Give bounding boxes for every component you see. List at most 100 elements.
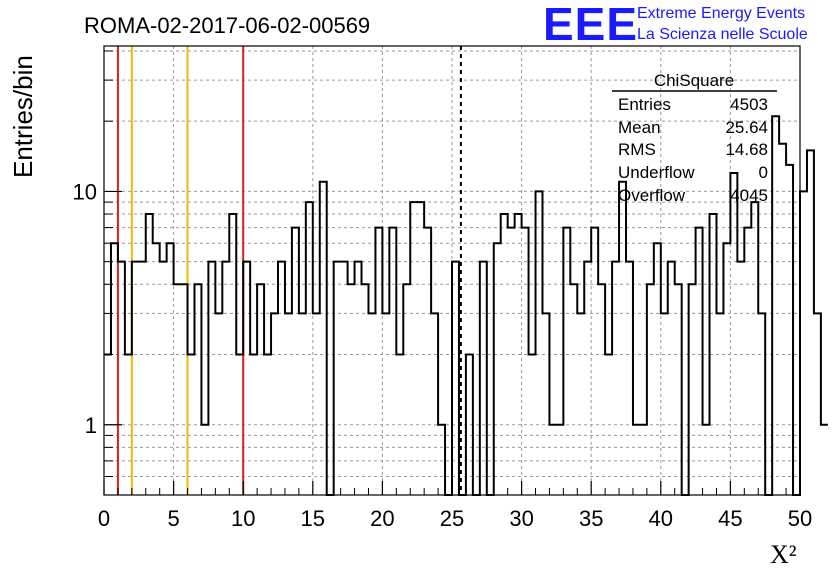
histogram-bin [313,313,320,495]
histogram-bin [424,228,431,495]
histogram-bin [153,243,160,495]
histogram-bin [800,191,807,495]
x-tick-label: 40 [649,506,673,531]
stats-title: ChiSquare [654,71,734,90]
stats-label-underflow: Underflow [618,163,695,182]
histogram-bin [438,425,445,495]
histogram-bin [417,202,424,495]
histogram-bin [570,284,577,495]
histogram-bin [201,425,208,495]
histogram-bin [194,284,201,495]
x-tick-label: 15 [301,506,325,531]
histogram-bin [188,355,195,495]
y-tick-label: 10 [73,179,97,204]
histogram-bin [605,355,612,495]
x-tick-label: 45 [718,506,742,531]
histogram-bin [278,262,285,495]
histogram-bin [640,425,647,495]
histogram-bin [355,262,362,495]
histogram-bin [139,262,146,495]
histogram-bin [181,284,188,495]
logo-line2: La Scienza nelle Scuole [637,26,808,43]
histogram-bin [751,202,758,495]
histogram-bin [515,214,522,495]
histogram-bin [758,313,765,495]
histogram-bin [675,284,682,495]
stats-label-overflow: Overflow [618,186,686,205]
histogram-bin [299,313,306,495]
histogram-bin [494,243,501,495]
histogram-bin [821,425,828,495]
histogram-bin [730,173,737,495]
histogram-bin [431,313,438,495]
histogram-bin [563,228,570,495]
histogram-bin [403,284,410,495]
x-tick-label: 0 [98,506,110,531]
histogram-bin [723,243,730,495]
histogram-bin [786,165,793,495]
histogram-bin [396,355,403,495]
histogram-bin [556,425,563,495]
histogram-bin [375,228,382,495]
histogram-bin [382,313,389,495]
x-tick-label: 20 [370,506,394,531]
histogram-bin [668,262,675,495]
histogram-bin [452,262,459,495]
histogram-bin [737,262,744,495]
x-tick-label: 50 [788,506,812,531]
histogram-bin [703,425,710,495]
stats-label-entries: Entries [618,95,671,114]
x-tick-label: 30 [509,506,533,531]
y-tick-label: 1 [85,413,97,438]
histogram-bin [229,214,236,495]
histogram-bin [257,284,264,495]
stats-value-underflow: 0 [759,163,768,182]
histogram-bin [807,150,814,495]
histogram-bin [111,243,118,495]
histogram-bin [236,355,243,495]
histogram-bin [125,355,132,495]
histogram-outline [104,115,828,496]
histogram-bin [647,284,654,495]
histogram-bin [779,144,786,495]
x-tick-label: 35 [579,506,603,531]
histogram-bin [341,262,348,495]
plot-title: ROMA-02-2017-06-02-00569 [84,13,370,38]
histogram-bin [529,355,536,495]
histogram-bin [368,313,375,495]
histogram-bin [174,284,181,495]
stats-value-rms: 14.68 [725,140,768,159]
stats-box: ChiSquare Entries 4503 Mean 25.64 RMS 14… [612,71,777,205]
histogram-bin [536,191,543,495]
histogram-bin [292,228,299,495]
histogram-bin [598,284,605,495]
histogram-bin [542,313,549,495]
histogram-bin [501,214,508,495]
histogram-bin [480,262,487,495]
histogram-bin [612,262,619,495]
stats-value-entries: 4503 [730,95,768,114]
histogram-bin [633,425,640,495]
histogram-bin [250,355,257,495]
histogram-bin [508,228,515,495]
histogram-bin [577,313,584,495]
histogram-bin [584,262,591,495]
histogram-bin [334,262,341,495]
histogram-bin [285,313,292,495]
histogram-bin [661,313,668,495]
histogram-bin [689,284,696,495]
histogram-bars [104,115,828,496]
x-tick-label: 25 [440,506,464,531]
histogram-bin [654,243,661,495]
histogram-bin [132,262,139,495]
histogram-bin [626,262,633,495]
histogram-bin [146,214,153,495]
histogram-bin [215,313,222,495]
histogram-bin [696,228,703,495]
stats-value-overflow: 4045 [730,186,768,205]
histogram-bin [716,313,723,495]
histogram-bin [410,202,417,495]
histogram-bin [271,313,278,495]
histogram-bin [118,262,125,495]
